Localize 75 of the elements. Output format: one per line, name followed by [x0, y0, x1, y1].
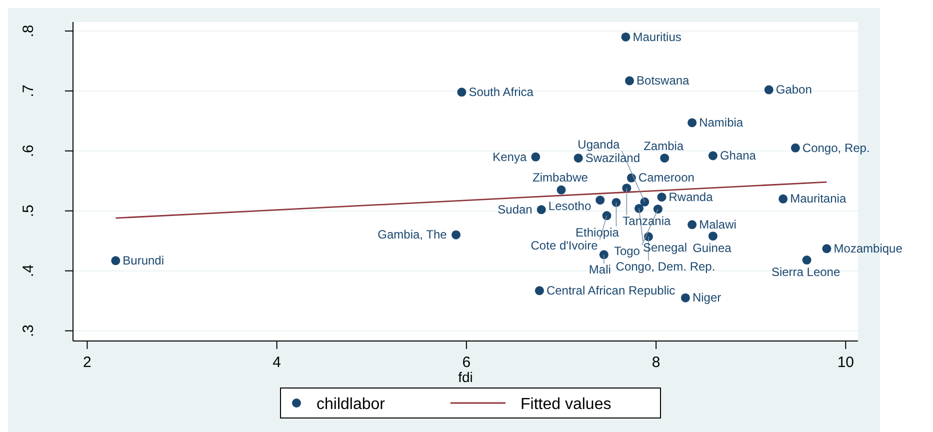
y-tick-label: .5: [20, 204, 37, 218]
annotation: Gambia, The: [378, 228, 448, 242]
annotation: Mali: [588, 262, 611, 276]
annotation: Congo, Rep.: [802, 140, 870, 155]
y-tick-label: .4: [20, 264, 37, 278]
annotation: Congo, Dem. Rep.: [616, 260, 716, 274]
point: [626, 173, 636, 182]
point: [764, 85, 774, 94]
point: [778, 194, 788, 204]
point: [452, 230, 461, 240]
legend-label: Fitted values: [520, 396, 612, 413]
point: [625, 76, 634, 86]
annotation: Mozambique: [834, 242, 903, 256]
point: [612, 198, 621, 207]
annotation: Namibia: [699, 116, 744, 130]
point: [790, 143, 800, 152]
point: [660, 154, 670, 163]
annotation: Niger: [692, 290, 722, 305]
annotation: Zimbabwe: [532, 170, 588, 185]
annotation: Ghana: [720, 148, 756, 163]
point: [688, 220, 697, 230]
x-tick-label: 2: [83, 354, 92, 371]
point: [574, 154, 583, 163]
annotation: Swaziland: [585, 150, 640, 165]
y-tick-label: .3: [20, 324, 37, 338]
x-tick-label: 10: [837, 354, 854, 371]
point: [536, 205, 546, 214]
annotation: Senegal: [642, 240, 688, 254]
annotation: Malawi: [699, 218, 736, 232]
annotation: Ethiopia: [576, 225, 620, 240]
x-axis-title: fdi: [458, 369, 473, 385]
legend-label: childlabor: [316, 396, 386, 413]
point: [596, 196, 605, 205]
point: [602, 211, 612, 220]
annotation: Central African Republic: [546, 283, 676, 298]
point: [708, 151, 718, 160]
point: [599, 250, 608, 260]
point: [534, 286, 544, 296]
annotation: Rwanda: [668, 190, 714, 204]
annotation: Uganda: [578, 138, 620, 152]
point: [621, 32, 630, 42]
annotation: Botswana: [636, 74, 690, 88]
point: [556, 185, 566, 194]
point: [634, 204, 644, 213]
point: [111, 256, 120, 266]
annotation: Guinea: [692, 240, 732, 255]
point: [688, 118, 697, 128]
x-tick-label: 6: [462, 354, 471, 371]
y-tick-label: .7: [20, 84, 37, 98]
annotation: Lesotho: [548, 198, 592, 213]
annotation: Cameroon: [638, 170, 694, 185]
point: [653, 204, 662, 214]
annotation: Togo: [614, 244, 640, 258]
annotation: Zambia: [644, 138, 684, 153]
annotation: Gabon: [776, 82, 812, 97]
point: [708, 232, 718, 241]
annotation: Kenya: [492, 150, 527, 164]
x-tick-label: 8: [652, 354, 660, 371]
y-tick-label: .6: [20, 144, 37, 158]
point: [531, 152, 540, 162]
y-tick-label: .8: [20, 24, 37, 38]
point: [680, 293, 690, 302]
point: [822, 244, 832, 254]
annotation: Sierra Leone: [771, 264, 840, 279]
annotation: Cote d'Ivoire: [530, 238, 598, 253]
point: [640, 197, 650, 206]
annotation: South Africa: [468, 84, 534, 99]
point: [457, 88, 466, 97]
point: [657, 192, 666, 202]
annotation: Sudan: [498, 202, 532, 217]
annotation: Burundi: [122, 253, 164, 268]
point: [802, 256, 812, 265]
x-tick-label: 4: [272, 354, 282, 371]
annotation: Mauritania: [790, 192, 846, 206]
annotation: Mauritius: [632, 30, 682, 44]
